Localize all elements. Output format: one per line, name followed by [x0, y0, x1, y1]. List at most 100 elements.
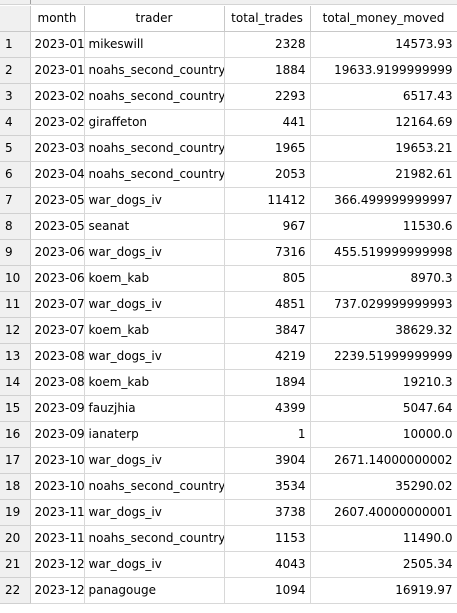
- table-row[interactable]: 5 2023-03 noahs_second_country 1965 19653.21: [0, 135, 457, 162]
- table-row[interactable]: 14 2023-08 koem_kab 1894 19210.3: [0, 369, 457, 396]
- row-number[interactable]: 13: [0, 343, 31, 370]
- row-number[interactable]: 4: [0, 109, 31, 136]
- row-number[interactable]: 20: [0, 525, 31, 552]
- cell-total-trades[interactable]: 1965: [224, 135, 311, 162]
- cell-month[interactable]: 2023-05: [30, 187, 85, 214]
- cell-total-trades[interactable]: 3534: [224, 473, 311, 500]
- cell-total-trades[interactable]: 2293: [224, 83, 311, 110]
- row-number[interactable]: 15: [0, 395, 31, 422]
- cell-trader[interactable]: fauzjhia: [84, 395, 225, 422]
- row-number[interactable]: 9: [0, 239, 31, 266]
- table-row[interactable]: 16 2023-09 ianaterp 1 10000.0: [0, 421, 457, 448]
- row-number[interactable]: 3: [0, 83, 31, 110]
- column-header-total-money-moved[interactable]: total_money_moved: [310, 6, 457, 32]
- cell-total-money-moved[interactable]: 5047.64: [310, 395, 457, 422]
- cell-total-money-moved[interactable]: 19653.21: [310, 135, 457, 162]
- cell-month[interactable]: 2023-06: [30, 265, 85, 292]
- cell-month[interactable]: 2023-05: [30, 213, 85, 240]
- cell-month[interactable]: 2023-11: [30, 499, 85, 526]
- cell-month[interactable]: 2023-07: [30, 317, 85, 344]
- column-header-trader[interactable]: trader: [84, 6, 225, 32]
- cell-total-trades[interactable]: 3904: [224, 447, 311, 474]
- cell-total-trades[interactable]: 4043: [224, 551, 311, 578]
- table-row[interactable]: 2 2023-01 noahs_second_country 1884 19633.91…: [0, 57, 457, 84]
- cell-total-trades[interactable]: 1894: [224, 369, 311, 396]
- cell-total-trades[interactable]: 3738: [224, 499, 311, 526]
- cell-total-money-moved[interactable]: 12164.69: [310, 109, 457, 136]
- table-row[interactable]: 1 2023-01 mikeswill 2328 14573.93: [0, 31, 457, 58]
- cell-total-trades[interactable]: 4851: [224, 291, 311, 318]
- cell-trader[interactable]: noahs_second_country: [84, 135, 225, 162]
- cell-total-trades[interactable]: 1094: [224, 577, 311, 604]
- cell-trader[interactable]: war_dogs_iv: [84, 343, 225, 370]
- cell-month[interactable]: 2023-12: [30, 551, 85, 578]
- cell-month[interactable]: 2023-02: [30, 109, 85, 136]
- cell-total-trades[interactable]: 7316: [224, 239, 311, 266]
- cell-total-money-moved[interactable]: 366.499999999997: [310, 187, 457, 214]
- cell-total-trades[interactable]: 805: [224, 265, 311, 292]
- cell-month[interactable]: 2023-03: [30, 135, 85, 162]
- cell-total-trades[interactable]: 2328: [224, 31, 311, 58]
- table-row[interactable]: 6 2023-04 noahs_second_country 2053 21982.61: [0, 161, 457, 188]
- cell-trader[interactable]: noahs_second_country: [84, 161, 225, 188]
- row-number[interactable]: 11: [0, 291, 31, 318]
- table-row[interactable]: 7 2023-05 war_dogs_iv 11412 366.499999999997: [0, 187, 457, 214]
- cell-total-trades[interactable]: 2053: [224, 161, 311, 188]
- cell-total-trades[interactable]: 3847: [224, 317, 311, 344]
- cell-total-money-moved[interactable]: 19633.9199999999: [310, 57, 457, 84]
- cell-trader[interactable]: noahs_second_country: [84, 83, 225, 110]
- cell-total-money-moved[interactable]: 35290.02: [310, 473, 457, 500]
- cell-total-trades[interactable]: 1884: [224, 57, 311, 84]
- cell-trader[interactable]: ianaterp: [84, 421, 225, 448]
- cell-trader[interactable]: panagouge: [84, 577, 225, 604]
- table-row[interactable]: 4 2023-02 giraffeton 441 12164.69: [0, 109, 457, 136]
- table-row[interactable]: 10 2023-06 koem_kab 805 8970.3: [0, 265, 457, 292]
- cell-trader[interactable]: noahs_second_country: [84, 525, 225, 552]
- cell-total-trades[interactable]: 1153: [224, 525, 311, 552]
- cell-total-money-moved[interactable]: 737.029999999993: [310, 291, 457, 318]
- cell-total-trades[interactable]: 967: [224, 213, 311, 240]
- cell-month[interactable]: 2023-10: [30, 473, 85, 500]
- row-number[interactable]: 21: [0, 551, 31, 578]
- table-row[interactable]: 3 2023-02 noahs_second_country 2293 6517.43: [0, 83, 457, 110]
- row-number[interactable]: 10: [0, 265, 31, 292]
- cell-trader[interactable]: war_dogs_iv: [84, 551, 225, 578]
- cell-trader[interactable]: war_dogs_iv: [84, 499, 225, 526]
- row-number[interactable]: 8: [0, 213, 31, 240]
- table-row[interactable]: 18 2023-10 noahs_second_country 3534 35290.0…: [0, 473, 457, 500]
- row-number[interactable]: 5: [0, 135, 31, 162]
- cell-trader[interactable]: war_dogs_iv: [84, 291, 225, 318]
- cell-total-money-moved[interactable]: 455.519999999998: [310, 239, 457, 266]
- row-number[interactable]: 19: [0, 499, 31, 526]
- row-number[interactable]: 7: [0, 187, 31, 214]
- row-number[interactable]: 6: [0, 161, 31, 188]
- cell-total-money-moved[interactable]: 11490.0: [310, 525, 457, 552]
- corner-cell[interactable]: [0, 6, 31, 32]
- cell-month[interactable]: 2023-01: [30, 57, 85, 84]
- table-row[interactable]: 21 2023-12 war_dogs_iv 4043 2505.34: [0, 551, 457, 578]
- cell-month[interactable]: 2023-09: [30, 395, 85, 422]
- cell-trader[interactable]: koem_kab: [84, 265, 225, 292]
- cell-trader[interactable]: koem_kab: [84, 369, 225, 396]
- row-number[interactable]: 14: [0, 369, 31, 396]
- cell-total-money-moved[interactable]: 10000.0: [310, 421, 457, 448]
- cell-total-trades[interactable]: 4219: [224, 343, 311, 370]
- table-row[interactable]: 12 2023-07 koem_kab 3847 38629.32: [0, 317, 457, 344]
- table-row[interactable]: 11 2023-07 war_dogs_iv 4851 737.029999999993: [0, 291, 457, 318]
- cell-trader[interactable]: war_dogs_iv: [84, 187, 225, 214]
- cell-total-money-moved[interactable]: 2607.40000000001: [310, 499, 457, 526]
- cell-trader[interactable]: noahs_second_country: [84, 473, 225, 500]
- row-number[interactable]: 2: [0, 57, 31, 84]
- cell-trader[interactable]: mikeswill: [84, 31, 225, 58]
- row-number[interactable]: 12: [0, 317, 31, 344]
- cell-total-money-moved[interactable]: 16919.97: [310, 577, 457, 604]
- cell-total-trades[interactable]: 4399: [224, 395, 311, 422]
- table-row[interactable]: 9 2023-06 war_dogs_iv 7316 455.519999999998: [0, 239, 457, 266]
- table-row[interactable]: 8 2023-05 seanat 967 11530.6: [0, 213, 457, 240]
- cell-trader[interactable]: war_dogs_iv: [84, 447, 225, 474]
- table-row[interactable]: 19 2023-11 war_dogs_iv 3738 2607.40000000001: [0, 499, 457, 526]
- row-number[interactable]: 22: [0, 577, 31, 604]
- row-number[interactable]: 16: [0, 421, 31, 448]
- cell-total-money-moved[interactable]: 21982.61: [310, 161, 457, 188]
- cell-total-money-moved[interactable]: 2671.14000000002: [310, 447, 457, 474]
